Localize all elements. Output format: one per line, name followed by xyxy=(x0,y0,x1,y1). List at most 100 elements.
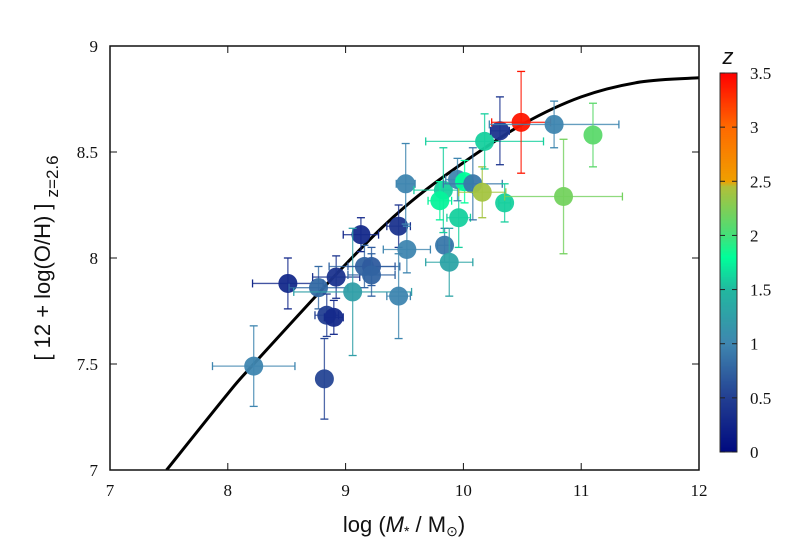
colorbar-segment xyxy=(720,341,737,343)
colorbar-segment xyxy=(720,403,737,405)
colorbar-segment xyxy=(720,78,737,80)
colorbar-segment xyxy=(720,131,737,133)
colorbar-segment xyxy=(720,83,737,85)
colorbar-segment xyxy=(720,165,737,167)
colorbar-segment xyxy=(720,367,737,369)
colorbar-segment xyxy=(720,374,737,376)
colorbar-segment xyxy=(720,256,737,258)
colorbar-segment xyxy=(720,236,737,238)
colorbar-segment xyxy=(720,349,737,351)
x-tick-label: 10 xyxy=(455,481,472,500)
colorbar-segment xyxy=(720,189,737,191)
colorbar-segment xyxy=(720,269,737,271)
colorbar-segment xyxy=(720,142,737,144)
colorbar-tick-label: 1 xyxy=(750,335,759,354)
colorbar-segment xyxy=(720,168,737,170)
colorbar-segment xyxy=(720,235,737,237)
colorbar-segment xyxy=(720,266,737,268)
colorbar-segment xyxy=(720,330,737,332)
colorbar-segment xyxy=(720,90,737,92)
colorbar-segment xyxy=(720,284,737,286)
colorbar-segment xyxy=(720,81,737,83)
colorbar-segment xyxy=(720,383,737,385)
colorbar-segment xyxy=(720,221,737,223)
colorbar-segment xyxy=(720,372,737,374)
colorbar-segment xyxy=(720,128,737,130)
colorbar-segment xyxy=(720,228,737,230)
colorbar-segment xyxy=(720,350,737,352)
colorbar-segment xyxy=(720,94,737,96)
colorbar-segment xyxy=(720,159,737,161)
colorbar-segment xyxy=(720,241,737,243)
colorbar-segment xyxy=(720,147,737,149)
colorbar-segment xyxy=(720,368,737,370)
point-marker xyxy=(475,131,495,151)
data-point xyxy=(488,100,620,149)
colorbar-segment xyxy=(720,331,737,333)
colorbar-segment xyxy=(720,272,737,274)
colorbar-segment xyxy=(720,286,737,288)
colorbar-segment xyxy=(720,365,737,367)
colorbar-segment xyxy=(720,448,737,450)
colorbar-segment xyxy=(720,149,737,151)
colorbar-segment xyxy=(720,160,737,162)
point-marker xyxy=(439,252,459,272)
colorbar-segment xyxy=(720,344,737,346)
colorbar-segment xyxy=(720,390,737,392)
colorbar-segment xyxy=(720,309,737,311)
colorbar-segment xyxy=(720,95,737,97)
colorbar-segment xyxy=(720,338,737,340)
colorbar-segment xyxy=(720,212,737,214)
point-marker xyxy=(490,121,510,141)
x-tick-label: 11 xyxy=(573,481,589,500)
data-point xyxy=(442,147,503,221)
colorbar-segment xyxy=(720,303,737,305)
colorbar-segment xyxy=(720,407,737,409)
colorbar-segment xyxy=(720,381,737,383)
colorbar-segment xyxy=(720,155,737,157)
colorbar-segment xyxy=(720,429,737,431)
point-marker xyxy=(511,112,531,132)
colorbar-segment xyxy=(720,247,737,249)
point-marker xyxy=(430,191,450,211)
colorbar-segment xyxy=(720,302,737,304)
colorbar-segment xyxy=(720,415,737,417)
colorbar-segment xyxy=(720,112,737,114)
colorbar-segment xyxy=(720,233,737,235)
colorbar-segment xyxy=(720,239,737,241)
colorbar-segment xyxy=(720,314,737,316)
colorbar-segment xyxy=(720,102,737,104)
data-point xyxy=(427,181,453,221)
colorbar-segment xyxy=(720,108,737,110)
colorbar-segment xyxy=(720,339,737,341)
colorbar-segment xyxy=(720,425,737,427)
colorbar-segment xyxy=(720,224,737,226)
x-tick-label: 7 xyxy=(106,481,115,500)
colorbar-segment xyxy=(720,98,737,100)
colorbar-segment xyxy=(720,211,737,213)
colorbar-segment xyxy=(720,414,737,416)
colorbar-segment xyxy=(720,77,737,79)
colorbar-segment xyxy=(720,120,737,122)
colorbar-segment xyxy=(720,361,737,363)
colorbar-segment xyxy=(720,173,737,175)
colorbar-segment xyxy=(720,182,737,184)
colorbar-segment xyxy=(720,99,737,101)
colorbar-segment xyxy=(720,238,737,240)
colorbar-segment xyxy=(720,324,737,326)
colorbar-segment xyxy=(720,237,737,239)
colorbar-segment xyxy=(720,420,737,422)
colorbar-segment xyxy=(720,86,737,88)
colorbar-segment xyxy=(720,214,737,216)
x-tick-label: 9 xyxy=(341,481,350,500)
data-point xyxy=(342,217,380,253)
colorbar-segment xyxy=(720,125,737,127)
colorbar-segment xyxy=(720,409,737,411)
colorbar-segment xyxy=(720,88,737,90)
colorbar-segment xyxy=(720,307,737,309)
colorbar-tick-label: 0 xyxy=(750,443,759,462)
colorbar-segment xyxy=(720,187,737,189)
point-marker xyxy=(495,193,515,213)
colorbar-segment xyxy=(720,110,737,112)
